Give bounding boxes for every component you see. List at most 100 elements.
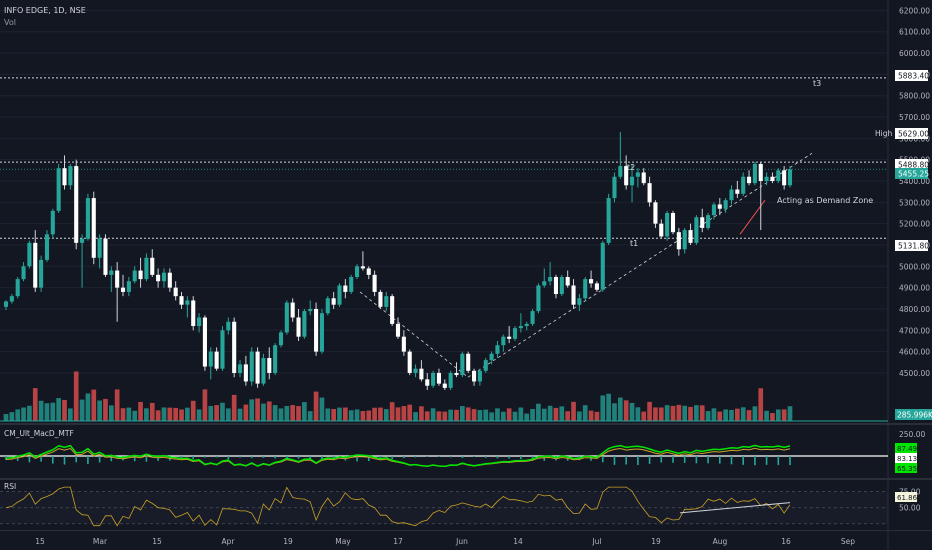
price-levels — [0, 77, 888, 422]
candle-body — [9, 296, 14, 302]
volume-bar — [454, 409, 459, 421]
volume-bar — [594, 411, 600, 421]
time-tick-label: 19 — [283, 537, 293, 546]
volume-bar — [9, 412, 15, 421]
macd-histogram-bar — [192, 456, 195, 460]
candle-body — [723, 200, 728, 209]
volume-bar — [653, 407, 658, 421]
t3-annotation: t3 — [813, 79, 821, 88]
volume-bar — [343, 407, 348, 421]
volume-bar — [91, 389, 97, 421]
volume-bar — [284, 406, 290, 421]
candle-body — [787, 169, 793, 186]
volume-bar — [97, 400, 102, 421]
macd-line — [5, 444, 791, 468]
time-tick-label: Jun — [455, 537, 468, 546]
volume-bar — [483, 409, 489, 421]
candle-body — [518, 326, 523, 329]
volume-bar — [296, 406, 301, 421]
candle-body — [688, 230, 693, 243]
time-tick-label: 15 — [152, 537, 162, 546]
volume-bar — [424, 411, 430, 421]
macd-histogram-bar — [239, 456, 241, 458]
volume-bar — [436, 411, 442, 421]
candle-body — [179, 296, 184, 305]
candle-body — [495, 345, 500, 354]
macd-histogram-bar — [777, 456, 780, 466]
candle-body — [115, 270, 120, 288]
volume-bar — [699, 405, 705, 421]
volume-bar — [577, 411, 582, 421]
volume-bar — [635, 407, 641, 421]
candle-body — [33, 242, 38, 288]
candle-body — [3, 301, 9, 307]
volume-bar — [775, 409, 781, 421]
volume-bar — [617, 397, 623, 421]
last-price-badge — [895, 168, 928, 179]
time-tick-label: 15 — [35, 537, 45, 546]
volume-bar — [313, 391, 319, 421]
volume-bar — [612, 403, 617, 421]
macd-histogram-bar — [461, 456, 464, 459]
volume-bar — [208, 406, 214, 421]
high-price-text: 5629.00 — [898, 130, 929, 139]
volume-bar — [758, 388, 764, 421]
volume-bar — [512, 411, 518, 421]
time-tick-label: May — [335, 537, 351, 546]
volume-bar — [600, 395, 606, 421]
macd-histogram-bar — [227, 456, 230, 460]
volume-bar — [331, 408, 336, 421]
macd-histogram-bar — [449, 456, 452, 458]
volume-bar — [746, 410, 752, 421]
t1-annotation: t1 — [630, 239, 638, 248]
volume-bar — [3, 414, 9, 421]
volume-bar — [465, 407, 471, 421]
macd-histogram-bar — [426, 456, 429, 457]
rsi-title: RSI — [4, 482, 16, 491]
macd-histogram-bar — [297, 456, 300, 459]
volume-bar — [430, 408, 436, 421]
volume-bar — [623, 400, 629, 421]
volume-bar — [460, 406, 465, 421]
volume-bar — [606, 393, 611, 421]
t3-price-badge — [895, 70, 928, 81]
macd-histogram-bar — [660, 456, 663, 463]
volume-bar — [694, 405, 699, 421]
macd-histogram-bar — [133, 456, 136, 462]
volume-bar — [73, 371, 79, 421]
macd-histogram-bar — [98, 456, 101, 463]
resistance-price-text: 5488.80 — [898, 161, 929, 170]
volume-bar — [588, 410, 594, 421]
volume-bars — [3, 371, 793, 421]
volume-bar — [85, 393, 91, 421]
price-tick-label: 4600.00 — [899, 348, 930, 357]
candle-body — [173, 287, 178, 297]
price-tick-label: 6000.00 — [899, 49, 930, 58]
price-tick-label: 6100.00 — [899, 28, 930, 37]
candle-body — [144, 257, 149, 280]
volume-bar — [787, 406, 793, 421]
macd-histogram-bar — [683, 456, 686, 463]
candle-body — [635, 172, 640, 177]
macd-histogram-bar — [262, 456, 265, 458]
volume-bar — [688, 406, 693, 421]
macd-histogram-bar — [391, 456, 393, 460]
candle-body — [390, 296, 395, 324]
t3-price-text: 5883.40 — [898, 72, 929, 81]
candle-body — [553, 276, 559, 295]
symbol-title: INFO EDGE, 1D, NSE — [4, 6, 86, 15]
volume-bar — [155, 410, 161, 421]
candle-body — [501, 336, 506, 346]
volume-bar — [144, 408, 149, 421]
macd-histogram-bar — [274, 456, 276, 459]
pane-separator — [0, 423, 932, 425]
time-tick-label: 17 — [393, 537, 403, 546]
candle-body — [80, 238, 85, 243]
volume-bar — [161, 407, 167, 421]
macd-histogram-bar — [87, 456, 89, 465]
candle-body — [472, 370, 477, 382]
candle-body — [220, 330, 225, 369]
macd-histogram-bar — [145, 456, 148, 462]
